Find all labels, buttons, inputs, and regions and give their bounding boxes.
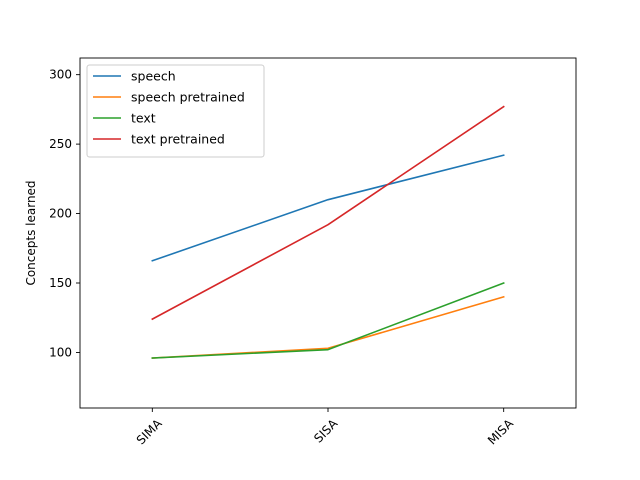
y-tick-label: 300 <box>49 68 72 82</box>
legend-label-4: text pretrained <box>131 132 225 147</box>
y-tick-label: 200 <box>49 207 72 221</box>
series-line-1 <box>151 154 505 262</box>
legend-box <box>86 64 265 158</box>
series-line-3 <box>151 281 505 359</box>
series-line-4 <box>151 105 505 321</box>
legend-label-3: text <box>131 111 156 126</box>
legend-label-1: speech <box>131 69 176 84</box>
y-tick-label: 100 <box>49 345 72 359</box>
legend: speech speech pretrained text text pretrain… <box>86 64 265 158</box>
y-axis-label: Concepts learned <box>24 180 38 285</box>
legend-label-2: speech pretrained <box>131 90 245 105</box>
y-tick-label: 250 <box>49 137 72 151</box>
y-tick-label: 150 <box>49 276 72 290</box>
